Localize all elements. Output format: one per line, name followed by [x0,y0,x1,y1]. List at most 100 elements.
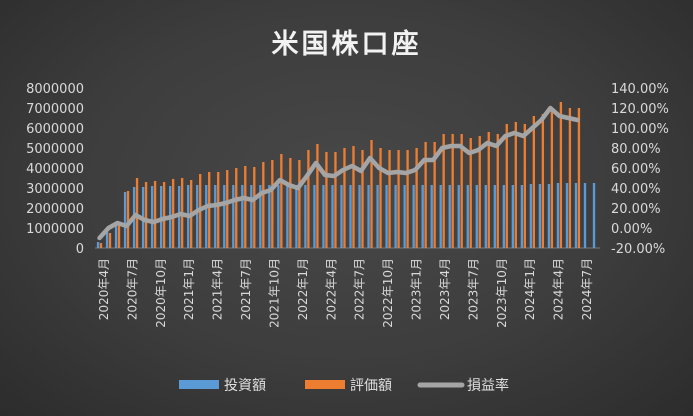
y-left-tick-label: 4000000 [26,162,84,177]
investment-bar [96,242,100,248]
x-tick-label: 2020年10月 [154,258,168,328]
x-tick-label: 2023年10月 [495,258,509,328]
valuation-bar [469,138,472,248]
valuation-bar [352,146,355,248]
chart-title: 米国株口座 [271,29,422,60]
y-right-tick-label: 80.00% [611,142,661,157]
investment-bar [448,185,451,248]
valuation-bar [568,108,572,248]
y-right-tick-label: 20.00% [611,202,661,217]
x-tick-label: 2021年10月 [268,258,282,328]
investment-bar [583,183,587,248]
investment-bar [268,185,271,248]
x-tick-label: 2023年4月 [438,258,452,320]
x-tick-label: 2021年7月 [239,258,253,320]
investment-bar [439,185,442,248]
investment-bar [547,184,551,248]
investment-bar [105,232,109,248]
investment-bar [412,185,415,248]
investment-bar [538,184,542,248]
valuation-bar [171,179,175,248]
y-left-tick-label: 8000000 [26,82,84,97]
y-left-tick-label: 2000000 [26,202,84,217]
valuation-bar [280,154,283,248]
investment-bar [592,183,596,248]
valuation-bar [577,108,581,248]
investment-bar [223,185,226,248]
investment-bar [493,185,496,248]
investment-bar [340,185,343,248]
valuation-bar [406,150,409,248]
valuation-bar [316,144,319,248]
valuation-bar [343,148,346,248]
investment-bar [232,185,235,248]
investment-bar [196,185,199,248]
valuation-bar [271,160,274,248]
legend-swatch-valuation [305,380,345,389]
investment-bar [123,192,127,248]
valuation-bar [424,142,427,248]
x-tick-label: 2022年7月 [353,258,367,320]
valuation-bar [388,150,391,248]
x-tick-label: 2020年7月 [125,258,139,320]
investment-bar [214,185,217,248]
investment-bar [304,185,307,248]
valuation-bar [253,167,256,248]
investment-bar [511,185,515,248]
valuation-bar [244,166,247,248]
legend-label-valuation: 評価額 [350,378,392,394]
investment-bar [286,185,289,248]
x-tick-label: 2022年10月 [381,258,395,328]
investment-bar [205,185,208,248]
investment-bar [484,185,487,248]
investment-bar [574,183,578,248]
investment-bar [502,185,506,248]
investment-bar [475,185,478,248]
valuation-bar [532,116,536,248]
valuation-bar [217,172,220,248]
valuation-bar [523,124,526,248]
x-tick-label: 2024年1月 [523,258,537,320]
valuation-bar [478,136,481,248]
investment-bar [430,185,433,248]
valuation-bar [559,102,563,248]
y-left-tick-label: 7000000 [26,102,84,117]
x-tick-label: 2021年1月 [182,258,196,320]
investment-bar [241,185,244,248]
investment-bar [394,185,397,248]
valuation-bar [451,134,454,248]
valuation-bar [117,225,121,248]
investment-bar [520,185,524,248]
investment-bar [322,185,325,248]
investment-bar [403,185,406,248]
legend-swatch-investment [179,380,219,389]
valuation-bar [99,243,103,248]
investment-bar [313,185,316,248]
valuation-bar [460,134,463,248]
y-right-tick-label: -20.00% [611,242,665,257]
valuation-bar [514,122,517,248]
valuation-bar [379,148,382,248]
valuation-bar [307,150,310,248]
y-left-tick-label: 0 [76,242,84,257]
valuation-bar [108,233,112,248]
investment-bar [565,183,569,248]
valuation-bar [126,191,130,248]
valuation-bar [487,132,490,248]
legend-label-return: 損益率 [467,377,509,394]
y-right-tick-label: 0.00% [611,222,652,237]
investment-bar [114,226,118,248]
investment-bar [367,185,370,248]
valuation-bar [226,170,229,248]
x-tick-label: 2023年1月 [410,258,424,320]
x-tick-label: 2021年4月 [211,258,225,320]
valuation-bar [370,140,373,248]
investment-bar [295,185,298,248]
y-right-tick-label: 60.00% [611,162,661,177]
investment-bar [529,184,533,248]
investment-bar [250,185,253,248]
investment-bar [349,185,352,248]
valuation-bar [325,152,328,248]
investment-bar [421,185,424,248]
